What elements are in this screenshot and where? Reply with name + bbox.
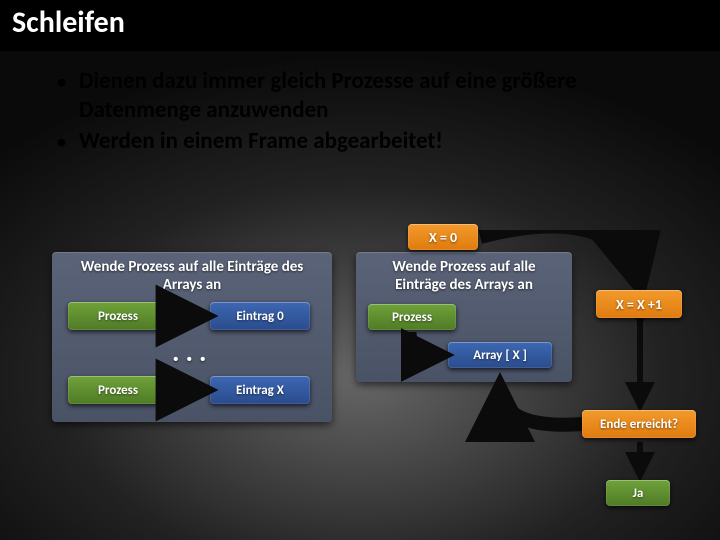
panel-apply-all-b: Wende Prozess auf alle Einträge des Arra… bbox=[356, 252, 572, 382]
bullet-dot-icon: • bbox=[56, 67, 67, 97]
increment-x-box: X = X +1 bbox=[596, 290, 682, 318]
ellipsis-icon: ... bbox=[172, 334, 212, 369]
entry-0-box: Eintrag 0 bbox=[210, 302, 310, 330]
panel-title: Wende Prozess auf alle Einträge des Arra… bbox=[366, 258, 562, 294]
panel-title: Wende Prozess auf alle Einträge des Arra… bbox=[62, 258, 322, 294]
process-box: Prozess bbox=[68, 376, 168, 404]
bullet-list: • Dienen dazu immer gleich Prozesse auf … bbox=[56, 67, 680, 157]
yes-box: Ja bbox=[606, 480, 670, 506]
process-box: Prozess bbox=[368, 304, 456, 330]
entry-x-box: Eintrag X bbox=[210, 376, 310, 404]
init-x-box: X = 0 bbox=[408, 224, 478, 250]
process-box: Prozess bbox=[68, 302, 168, 330]
bullet-text: Dienen dazu immer gleich Prozesse auf ei… bbox=[79, 67, 680, 125]
bullet-dot-icon: • bbox=[56, 127, 67, 157]
diagram-area: Wende Prozess auf alle Einträge des Arra… bbox=[0, 230, 720, 540]
bullet-text: Werden in einem Frame abgearbeitet! bbox=[79, 127, 443, 156]
panel-apply-all-a: Wende Prozess auf alle Einträge des Arra… bbox=[52, 252, 332, 422]
end-check-box: Ende erreicht? bbox=[582, 410, 696, 438]
bullet-item: • Werden in einem Frame abgearbeitet! bbox=[56, 127, 680, 157]
title-bar: Schleifen bbox=[0, 0, 720, 51]
slide-title: Schleifen bbox=[12, 4, 708, 41]
array-index-box: Array [ X ] bbox=[448, 342, 552, 368]
bullet-item: • Dienen dazu immer gleich Prozesse auf … bbox=[56, 67, 680, 125]
